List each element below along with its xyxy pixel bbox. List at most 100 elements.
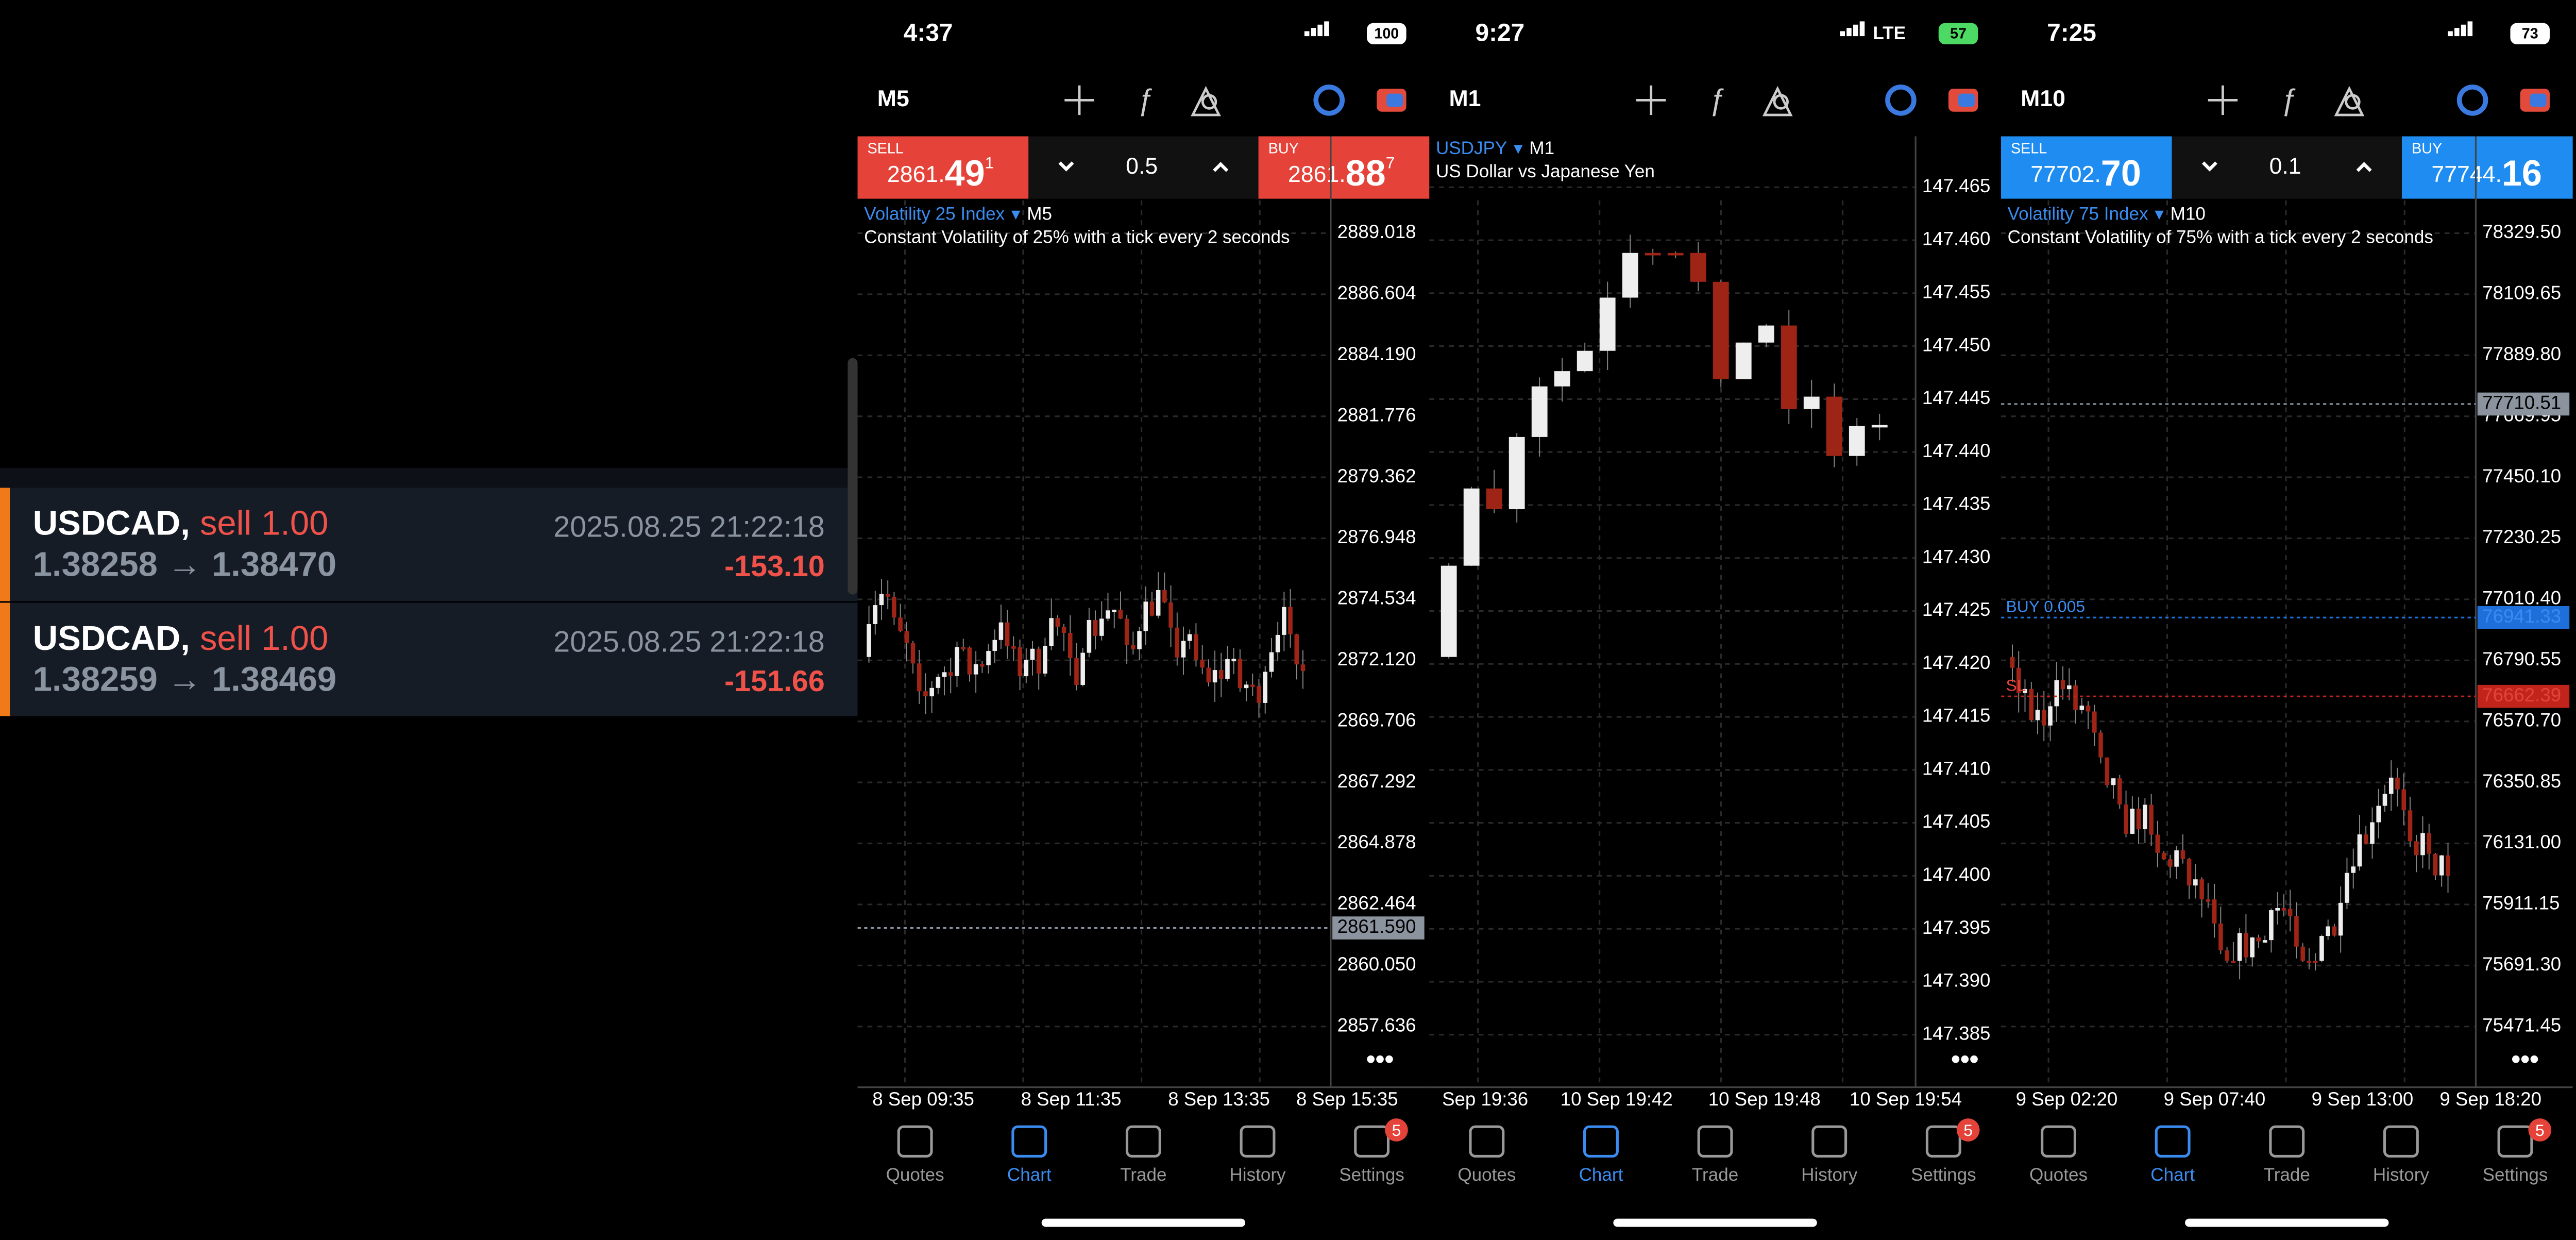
symbol-line: USDJPY ▾ M1 [1436, 138, 1554, 158]
decorative-candle [2023, 689, 2027, 693]
buy-price: 77744.16 [2431, 153, 2542, 193]
objects-icon[interactable] [1191, 86, 1221, 116]
price-head: 77744. [2431, 162, 2501, 187]
decorative-candle [1212, 670, 1217, 683]
decorative-candle [2111, 778, 2116, 785]
decorative-candle [1030, 648, 1035, 660]
decorative-candle [1269, 652, 1274, 672]
side-handle [848, 358, 858, 595]
decorative-candle [2041, 710, 2046, 726]
tab-icon[interactable] [1697, 1125, 1733, 1158]
price-axis-label: 147.440 [1922, 440, 1990, 461]
signal-bar [1859, 21, 1865, 37]
decorative-candle [1577, 350, 1593, 372]
price-axis-label: 2862.464 [1337, 893, 1416, 914]
decorative-candle [1250, 684, 1255, 688]
decorative-candle [1257, 686, 1261, 703]
price-axis-label: 75911.15 [2482, 893, 2560, 914]
decorative-candle [2345, 873, 2349, 903]
price-axis-label: 2889.018 [1337, 221, 1416, 242]
decorative-candle [885, 594, 890, 597]
tab-icon[interactable] [1125, 1125, 1161, 1158]
decorative-candle [1093, 620, 1098, 636]
timeframe: M1 [1449, 86, 1481, 111]
tab-icon[interactable] [1011, 1125, 1047, 1158]
chart-type-icon[interactable] [2456, 85, 2488, 116]
status-network: LTE [1873, 23, 1906, 43]
price-axis-label: 2886.604 [1337, 282, 1416, 304]
decorative-candle [955, 647, 959, 676]
decorative-candle [2388, 777, 2394, 794]
decorative-candle [2300, 946, 2305, 961]
lot-down[interactable] [2201, 161, 2217, 172]
price-head: 2861. [1288, 162, 1346, 187]
decorative-candle [1206, 667, 1211, 683]
decorative-candle [1137, 631, 1142, 649]
decorative-candle [2262, 940, 2267, 943]
decorative-candle [2066, 685, 2072, 690]
decorative-candle [1288, 607, 1293, 634]
decorative-candle [2054, 680, 2059, 707]
lot-up[interactable] [2356, 162, 2372, 172]
more-menu[interactable]: ••• [2511, 1044, 2539, 1074]
more-menu[interactable]: ••• [1366, 1044, 1394, 1074]
decorative-candle [1036, 648, 1041, 674]
objects-icon[interactable] [1762, 86, 1793, 116]
signal-bar [2467, 21, 2473, 37]
signal-bar [2454, 28, 2460, 37]
decorative-candle [929, 688, 934, 697]
trade-row[interactable] [0, 602, 858, 716]
buy-button[interactable] [2401, 136, 2573, 199]
timeframe: M10 [2021, 86, 2065, 111]
decorative-candle [1231, 659, 1236, 662]
tab-icon[interactable] [1354, 1125, 1390, 1158]
tab-icon[interactable] [2041, 1125, 2076, 1158]
price-axis-label: 77010.40 [2482, 588, 2561, 609]
tab-icon[interactable] [2497, 1125, 2533, 1158]
decorative-candle [1011, 646, 1016, 649]
buy-button[interactable] [1258, 136, 1430, 199]
signal-bar [1840, 31, 1845, 37]
decorative-candle [2193, 879, 2198, 886]
decorative-candle [2446, 855, 2450, 876]
tab-icon[interactable] [2383, 1125, 2419, 1158]
date-label: 8 Sep 13:35 [1168, 1088, 1270, 1110]
trade-title: USDCAD, sell 1.00 [33, 504, 329, 542]
date-label: 9 Sep 13:00 [2312, 1088, 2414, 1110]
lot-up[interactable] [1213, 162, 1229, 172]
date-label: Sep 19:36 [1442, 1088, 1528, 1110]
sell-button[interactable] [857, 136, 1029, 199]
tab-icon[interactable] [1583, 1125, 1619, 1158]
objects-icon[interactable] [2334, 86, 2365, 116]
tab-icon[interactable] [1469, 1125, 1505, 1158]
decorative-candle [873, 605, 878, 624]
crosshair-icon[interactable] [1064, 85, 1094, 115]
tab-icon[interactable] [2155, 1125, 2191, 1158]
indicator-icon[interactable]: ƒ [1137, 83, 1154, 116]
trade-row[interactable] [0, 488, 858, 601]
decorative-candle [2136, 809, 2141, 829]
chart-type-icon[interactable] [1885, 85, 1917, 116]
decorative-candle [2420, 833, 2425, 856]
indicator-icon[interactable]: ƒ [2280, 83, 2297, 116]
buy-level-tag [2477, 606, 2570, 629]
decorative-candle [2143, 805, 2147, 829]
chart-type-icon[interactable] [1313, 85, 1345, 116]
lot-down[interactable] [1058, 161, 1074, 172]
crosshair-icon[interactable] [1636, 85, 1666, 115]
more-menu[interactable]: ••• [1951, 1044, 1979, 1074]
buy-level-label: BUY 0.005 [2006, 597, 2085, 616]
tab-icon[interactable] [1240, 1125, 1276, 1158]
indicator-icon[interactable]: ƒ [1708, 83, 1725, 116]
decorative-candle [2180, 850, 2185, 859]
decorative-candle [2294, 916, 2299, 947]
decorative-candle [1194, 634, 1198, 660]
tab-icon[interactable] [1925, 1125, 1961, 1158]
tab-icon[interactable] [897, 1125, 933, 1158]
tab-icon[interactable] [1811, 1125, 1848, 1158]
crosshair-icon[interactable] [2208, 85, 2238, 115]
sell-button[interactable] [2001, 136, 2172, 199]
tab-icon[interactable] [2269, 1125, 2305, 1158]
price-axis-label: 77230.25 [2482, 526, 2561, 547]
price-head: 77702. [2030, 162, 2100, 187]
